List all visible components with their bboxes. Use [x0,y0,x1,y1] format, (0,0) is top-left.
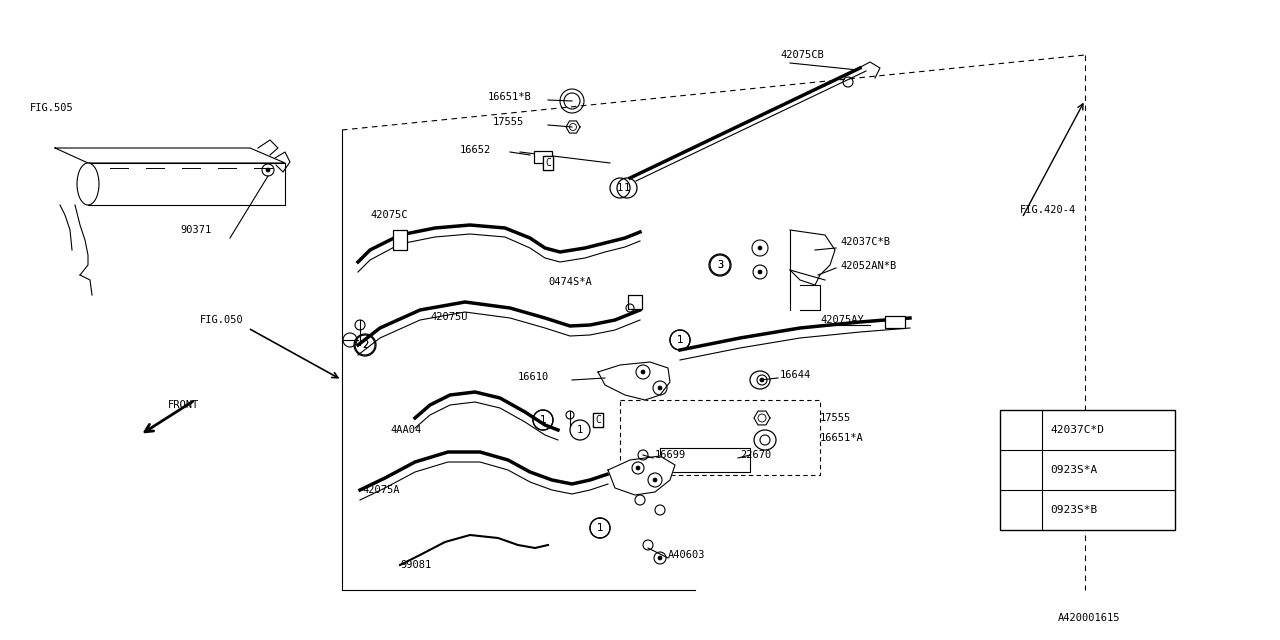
Bar [884,316,905,328]
Text: 17555: 17555 [820,413,851,423]
Polygon shape [88,163,285,205]
Text: 99081: 99081 [399,560,431,570]
Text: 1: 1 [617,183,623,193]
Text: 1: 1 [677,335,684,345]
Circle shape [758,246,762,250]
Text: FRONT: FRONT [168,400,200,410]
Text: 42075CB: 42075CB [780,50,824,60]
Text: 1: 1 [596,523,603,533]
Text: 16699: 16699 [655,450,686,460]
Circle shape [758,270,762,274]
Text: 1: 1 [1018,425,1024,435]
Text: 0923S*A: 0923S*A [1050,465,1097,475]
Text: 1: 1 [623,183,630,193]
Text: 42075C: 42075C [370,210,407,220]
Text: 42037C*B: 42037C*B [840,237,890,247]
Text: C: C [545,158,550,168]
Text: 0474S*A: 0474S*A [548,277,591,287]
Text: 2: 2 [1018,465,1024,475]
Polygon shape [55,148,285,163]
Text: 22670: 22670 [740,450,772,460]
Text: C: C [595,415,600,425]
Text: A40603: A40603 [668,550,705,560]
Text: FIG.050: FIG.050 [200,315,243,325]
Text: 1: 1 [677,335,684,345]
Text: 4AA04: 4AA04 [390,425,421,435]
Text: 2: 2 [362,340,369,350]
Text: 42075A: 42075A [362,485,399,495]
Text: 1: 1 [596,523,603,533]
Text: FIG.420-4: FIG.420-4 [1020,205,1076,215]
Text: 1: 1 [540,415,547,425]
Bar [628,295,643,309]
Text: 42075U: 42075U [430,312,467,322]
Text: 16644: 16644 [780,370,812,380]
Text: 3: 3 [1018,505,1024,515]
Text: FIG.505: FIG.505 [29,103,74,113]
Circle shape [658,386,662,390]
Text: 16651*A: 16651*A [820,433,864,443]
Bar [393,230,407,250]
Polygon shape [608,456,675,495]
Text: 42052AN*B: 42052AN*B [840,261,896,271]
Text: 0923S*B: 0923S*B [1050,505,1097,515]
Circle shape [636,466,640,470]
Circle shape [760,378,764,382]
Text: 16651*B: 16651*B [488,92,531,102]
Text: 16652: 16652 [460,145,492,155]
Text: 42037C*D: 42037C*D [1050,425,1103,435]
Bar [1000,410,1175,530]
Text: 2: 2 [362,340,369,350]
Polygon shape [598,362,669,400]
Text: 17555: 17555 [493,117,525,127]
Text: 42075AY: 42075AY [820,315,864,325]
Text: A420001615: A420001615 [1057,613,1120,623]
Ellipse shape [77,163,99,205]
Circle shape [653,478,657,482]
Circle shape [658,556,662,560]
Text: 3: 3 [717,260,723,270]
Bar [534,151,552,163]
Text: 1: 1 [577,425,584,435]
Text: C: C [595,415,600,425]
Circle shape [641,370,645,374]
Text: 3: 3 [717,260,723,270]
Text: C: C [545,158,550,168]
Text: 90371: 90371 [180,225,211,235]
Circle shape [266,168,270,172]
Text: 16610: 16610 [518,372,549,382]
Text: 1: 1 [540,415,547,425]
